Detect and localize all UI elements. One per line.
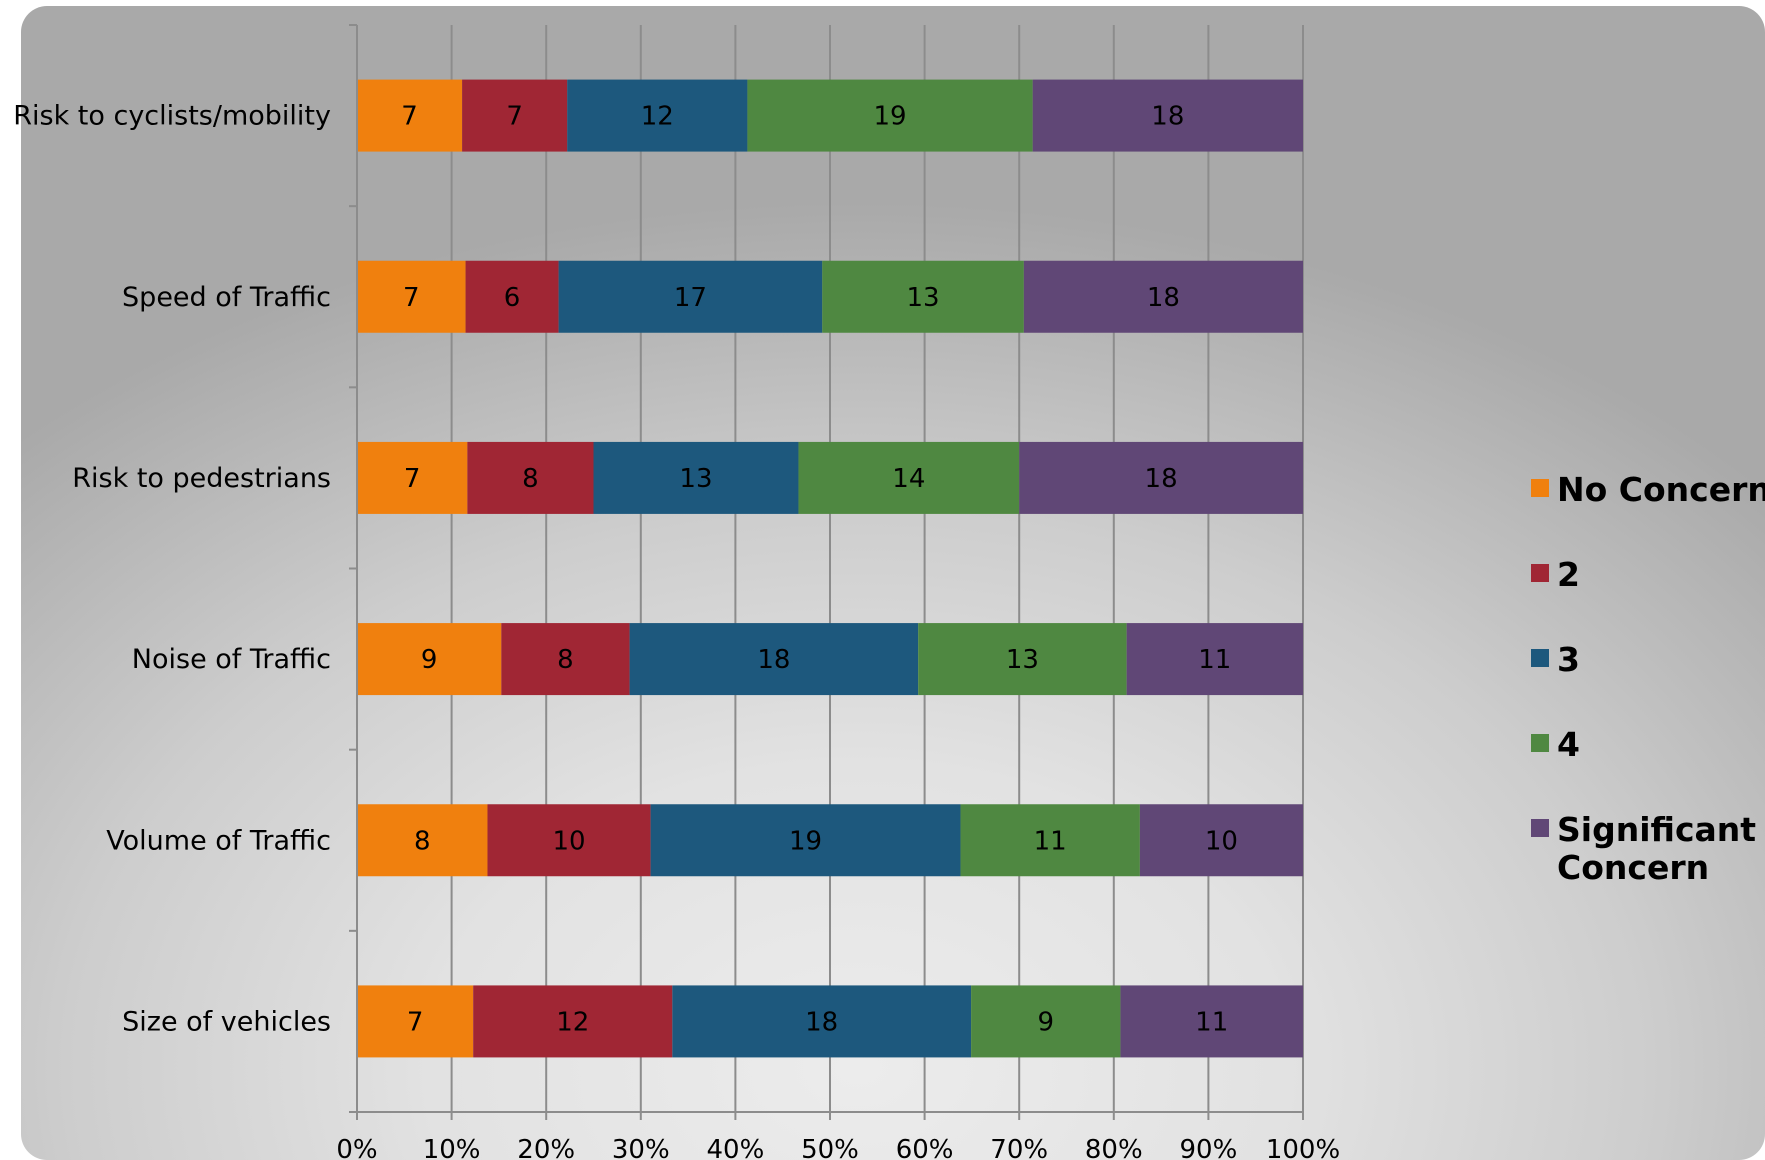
x-tick-label: 60%: [896, 1135, 954, 1160]
data-label: 11: [1198, 645, 1231, 675]
bar-segment: [357, 441, 468, 514]
category-label: Volume of Traffic: [106, 825, 331, 856]
category-label: Risk to pedestrians: [72, 463, 331, 494]
bar-segment: [1120, 985, 1303, 1058]
category-label: Noise of Traffic: [132, 644, 331, 675]
legend-label: Concern: [1557, 848, 1709, 887]
bar-segment: [918, 623, 1127, 696]
data-label: 7: [506, 102, 523, 132]
data-label: 7: [407, 1007, 424, 1037]
data-label: 12: [556, 1007, 589, 1037]
bar-segment: [798, 441, 1020, 514]
data-label: 13: [907, 283, 940, 313]
bar-segment: [473, 985, 673, 1058]
category-label: Risk to cyclists/mobility: [13, 101, 331, 132]
bar-segment: [960, 804, 1140, 877]
bar-segment: [1023, 260, 1303, 333]
bar-segment: [593, 441, 799, 514]
grid-lines: [356, 25, 1304, 1112]
data-label: 13: [679, 464, 712, 494]
data-label: 19: [789, 826, 822, 856]
data-label: 18: [1151, 102, 1184, 132]
x-tick-label: 90%: [1180, 1135, 1238, 1160]
bar-segment: [971, 985, 1121, 1058]
bar-segment: [357, 804, 488, 877]
bars: 7 7 12 19 18 7 6 17 13 18 7 8 13 14 18 9 8 18 13 11 8 10 19 11 1…: [357, 79, 1303, 1058]
bar-segment: [465, 260, 559, 333]
data-label: 19: [874, 102, 907, 132]
bar-segment: [822, 260, 1024, 333]
axes: 0% 10% 20% 30% 40% 50% 60% 70% 80% 90% 100% Risk to…: [13, 24, 1340, 1160]
bar-segment: [558, 260, 823, 333]
data-label: 7: [403, 283, 420, 313]
x-tick-label: 30%: [612, 1135, 670, 1160]
x-tick-label: 50%: [801, 1135, 859, 1160]
legend-swatch: [1531, 649, 1549, 667]
bar-segment: [462, 79, 568, 152]
bar-segment: [1126, 623, 1303, 696]
data-label: 7: [401, 102, 418, 132]
bar-segment: [1032, 79, 1303, 152]
bar-segment: [357, 260, 466, 333]
bar-segment: [747, 79, 1033, 152]
legend-swatch: [1531, 564, 1549, 582]
data-label: 18: [757, 645, 790, 675]
x-tick-label: 100%: [1266, 1135, 1340, 1160]
data-label: 14: [892, 464, 925, 494]
data-label: 8: [414, 826, 431, 856]
legend-swatch: [1531, 819, 1549, 837]
x-tick-label: 10%: [423, 1135, 481, 1160]
x-tick-label: 20%: [517, 1135, 575, 1160]
category-label: Speed of Traffic: [122, 282, 331, 313]
chart-area: [21, 6, 1765, 1160]
bar-segment: [672, 985, 972, 1058]
data-label: 11: [1195, 1007, 1228, 1037]
bar-segment: [1139, 804, 1303, 877]
data-label: 18: [1145, 464, 1178, 494]
data-label: 10: [552, 826, 585, 856]
data-label: 8: [522, 464, 539, 494]
category-label: Size of vehicles: [122, 1006, 331, 1037]
bar-segment: [357, 79, 463, 152]
legend-swatch: [1531, 734, 1549, 752]
bar-segment: [487, 804, 651, 877]
bar-segment: [567, 79, 748, 152]
legend-swatch: [1531, 479, 1549, 497]
data-label: 9: [421, 645, 438, 675]
x-tick-label: 80%: [1085, 1135, 1143, 1160]
bar-segment: [650, 804, 961, 877]
legend-label: 2: [1557, 555, 1580, 594]
data-label: 18: [805, 1007, 838, 1037]
legend-label: 3: [1557, 640, 1580, 679]
data-label: 17: [674, 283, 707, 313]
bar-segment: [357, 985, 474, 1058]
data-label: 10: [1205, 826, 1238, 856]
data-label: 12: [641, 102, 674, 132]
data-label: 6: [504, 283, 521, 313]
bar-segment: [357, 623, 502, 696]
data-label: 7: [404, 464, 421, 494]
legend-label: Significant: [1557, 810, 1756, 849]
data-label: 11: [1034, 826, 1067, 856]
legend-label: 4: [1557, 725, 1580, 764]
bar-segment: [1019, 441, 1303, 514]
x-tick-label: 40%: [707, 1135, 765, 1160]
data-label: 18: [1147, 283, 1180, 313]
x-tick-label: 0%: [336, 1135, 377, 1160]
bar-segment: [467, 441, 594, 514]
bar-segment: [629, 623, 919, 696]
data-label: 9: [1037, 1007, 1054, 1037]
data-label: 8: [557, 645, 574, 675]
bar-segment: [501, 623, 630, 696]
data-label: 13: [1006, 645, 1039, 675]
x-tick-label: 70%: [990, 1135, 1048, 1160]
legend-label: No Concern: [1557, 470, 1765, 509]
